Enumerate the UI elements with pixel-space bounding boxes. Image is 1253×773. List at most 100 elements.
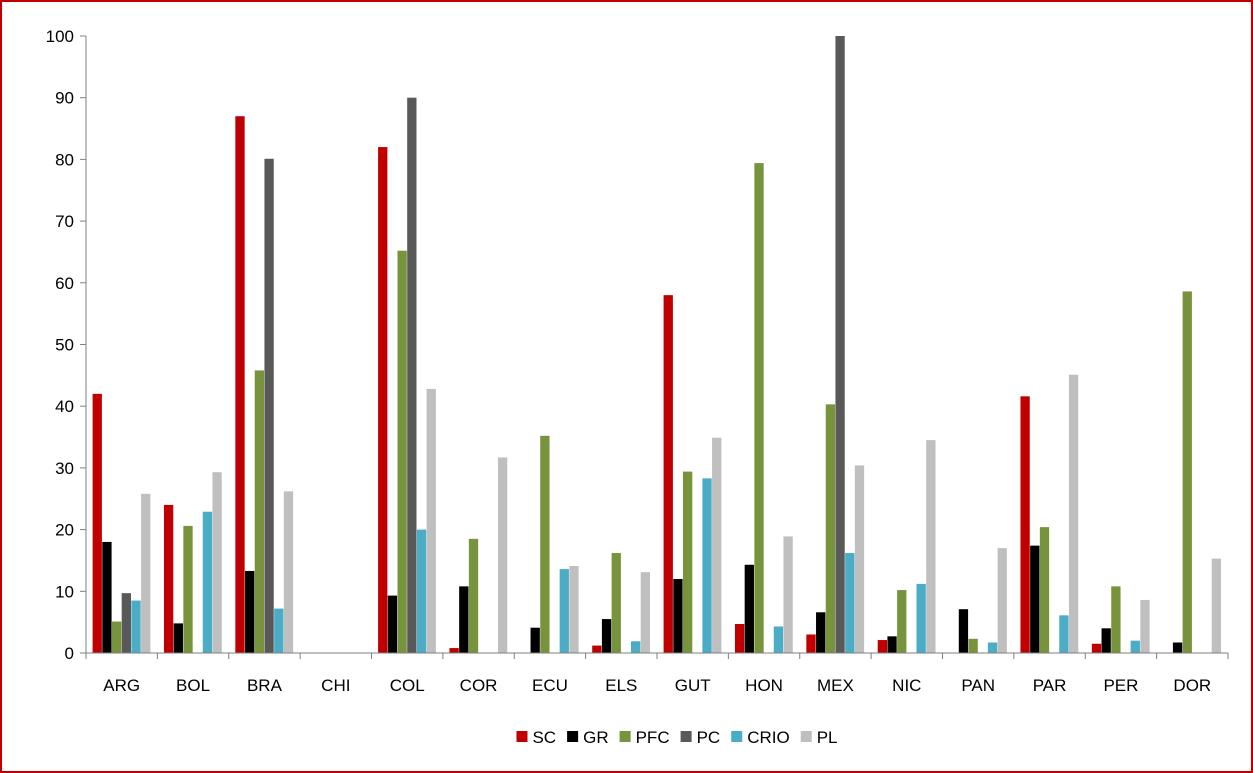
bar-crio-nic [916,583,926,653]
bar-pc-arg [121,593,131,653]
bar-gr-bol [173,623,183,653]
bar-sc-arg [92,393,102,653]
y-tick-label: 40 [55,397,74,416]
x-tick-label: COL [390,676,425,695]
legend-label-sc: SC [532,728,556,747]
bar-gr-gut [673,578,683,653]
bar-sc-bra [235,116,245,653]
x-tick-label: NIC [892,676,921,695]
bar-sc-els [592,645,602,653]
bar-gr-pan [958,609,969,653]
bar-pl-pan [997,548,1007,653]
axes-layer: 0 10 20 30 40 50 60 70 80 90 100 ARG BOL BRA CHI COL COR… [46,27,1229,695]
bar-crio-arg [131,600,141,653]
y-tick-label: 30 [55,459,74,478]
x-tick-label: PAN [961,676,995,695]
x-tick-label: BRA [247,676,283,695]
bar-pfc-ecu [540,435,550,653]
bar-pl-bra [283,491,294,653]
bar-pfc-cor [468,538,479,653]
bar-sc-gut [663,295,673,653]
bar-pfc-bra [254,370,265,653]
bar-crio-par [1059,615,1069,653]
y-tick-label: 80 [55,150,74,169]
x-tick-label: CHI [321,676,350,695]
bar-crio-els [631,641,641,653]
bar-sc-mex [806,634,816,653]
bar-pl-per [1140,599,1150,653]
legend-swatch-pfc [619,731,631,742]
legend-label-pc: PC [697,728,721,747]
x-tick-label: PER [1103,676,1138,695]
legend-label-pl: PL [817,728,838,747]
x-tick-label: GUT [675,676,711,695]
bar-pl-hon [783,536,793,653]
bar-pc-mex [835,36,845,653]
x-tick-label: ARG [103,676,140,695]
bar-crio-pan [987,642,998,653]
legend-label-crio: CRIO [747,728,790,747]
bar-gr-nic [887,636,897,653]
bar-pl-bol [212,472,222,653]
legend-label-gr: GR [583,728,609,747]
y-tick-label: 50 [55,336,74,355]
bar-pl-arg [141,493,151,653]
bar-pl-col [426,388,436,653]
bar-gr-arg [102,541,112,653]
bar-pfc-pan [968,638,978,653]
legend-swatch-pl [800,731,812,742]
bar-pl-gut [712,437,722,653]
bar-crio-col [416,529,427,653]
bar-pfc-dor [1182,291,1192,653]
bar-gr-per [1101,628,1111,653]
bar-gr-cor [459,586,469,653]
bar-pfc-par [1039,527,1050,653]
bar-pfc-els [611,553,621,653]
bar-pfc-hon [754,163,764,653]
y-tick-label: 70 [55,212,74,231]
y-tick-label: 10 [55,582,74,601]
y-tick-label: 100 [46,27,74,46]
legend-swatch-pc [680,731,692,742]
legend-swatch-gr [567,731,579,742]
x-tick-label: COR [460,676,498,695]
y-tick-label: 20 [55,521,74,540]
bar-sc-col [378,147,388,653]
bar-gr-mex [816,612,826,653]
bar-pc-bra [264,158,274,653]
x-tick-label: ECU [532,676,568,695]
x-tick-label: DOR [1173,676,1211,695]
bar-pl-els [640,572,651,653]
bar-crio-gut [702,478,712,653]
bar-pl-dor [1211,558,1222,653]
x-tick-label: PAR [1033,676,1067,695]
bars-layer [92,36,1222,653]
bar-crio-ecu [559,569,569,653]
bar-pfc-gut [682,471,693,653]
legend-swatch-sc [516,731,528,742]
bar-sc-bol [163,504,174,653]
bar-gr-bra [245,570,255,653]
bar-gr-hon [744,564,754,653]
bar-pfc-nic [897,590,907,653]
bar-gr-els [601,619,612,653]
bar-pl-ecu [569,566,579,653]
bar-pfc-per [1111,586,1121,653]
bar-crio-bol [202,511,213,653]
x-tick-label: MEX [817,676,854,695]
bar-crio-bra [274,608,284,653]
bar-pl-mex [854,465,865,653]
bar-pl-nic [926,440,936,653]
x-tick-label: HON [745,676,783,695]
bar-sc-nic [877,640,888,653]
bar-sc-hon [734,624,745,653]
y-tick-label: 90 [55,89,74,108]
bar-crio-mex [845,553,855,653]
bar-pfc-mex [825,404,836,653]
bar-gr-col [387,595,398,653]
bar-sc-cor [449,648,459,653]
bar-pl-par [1068,374,1079,653]
legend: SC GR PFC PC CRIO PL [516,728,838,747]
legend-swatch-crio [731,731,743,742]
